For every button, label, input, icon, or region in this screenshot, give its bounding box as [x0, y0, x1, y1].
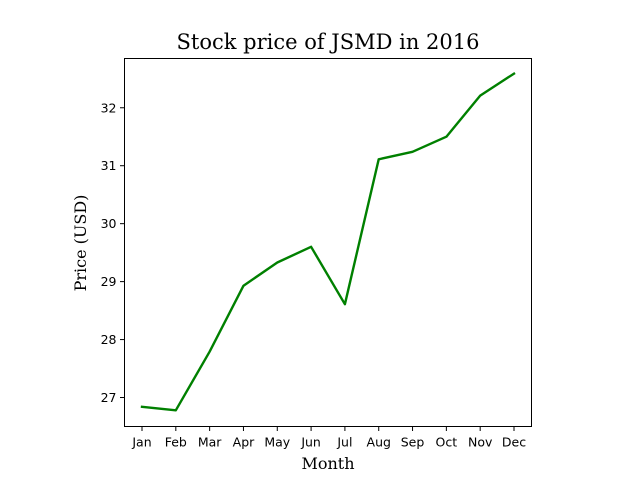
x-tick-label-jun: Jun [300, 435, 321, 450]
x-tick-label-dec: Dec [502, 435, 526, 450]
x-axis-label: Month [301, 454, 354, 473]
x-tick-label-mar: Mar [198, 435, 222, 450]
x-tick-label-jan: Jan [131, 435, 151, 450]
x-tick-label-feb: Feb [165, 435, 187, 450]
y-tick-label: 27 [101, 390, 117, 405]
x-tick-label-jul: Jul [336, 435, 352, 450]
plot-frame [124, 58, 532, 427]
x-tick-label-may: May [264, 435, 290, 450]
y-axis: 27 28 29 30 31 32 [101, 100, 125, 405]
chart-title: Stock price of JSMD in 2016 [177, 30, 480, 54]
y-tick-label: 32 [101, 100, 117, 115]
y-tick-label: 28 [101, 332, 117, 347]
x-axis: Jan Feb Mar Apr May Jun Jul Aug Sep Oct Nov Dec [131, 426, 526, 450]
x-tick-label-oct: Oct [436, 435, 458, 450]
x-tick-label-aug: Aug [367, 435, 391, 450]
x-tick-label-nov: Nov [468, 435, 493, 450]
series-line-jsmd [140, 71, 516, 412]
y-tick-label: 31 [101, 158, 117, 173]
y-axis-label: Price (USD) [71, 195, 90, 292]
x-tick-label-apr: Apr [233, 435, 255, 450]
y-tick-label: 30 [101, 216, 117, 231]
y-tick-label: 29 [101, 274, 117, 289]
x-tick-label-sep: Sep [401, 435, 425, 450]
